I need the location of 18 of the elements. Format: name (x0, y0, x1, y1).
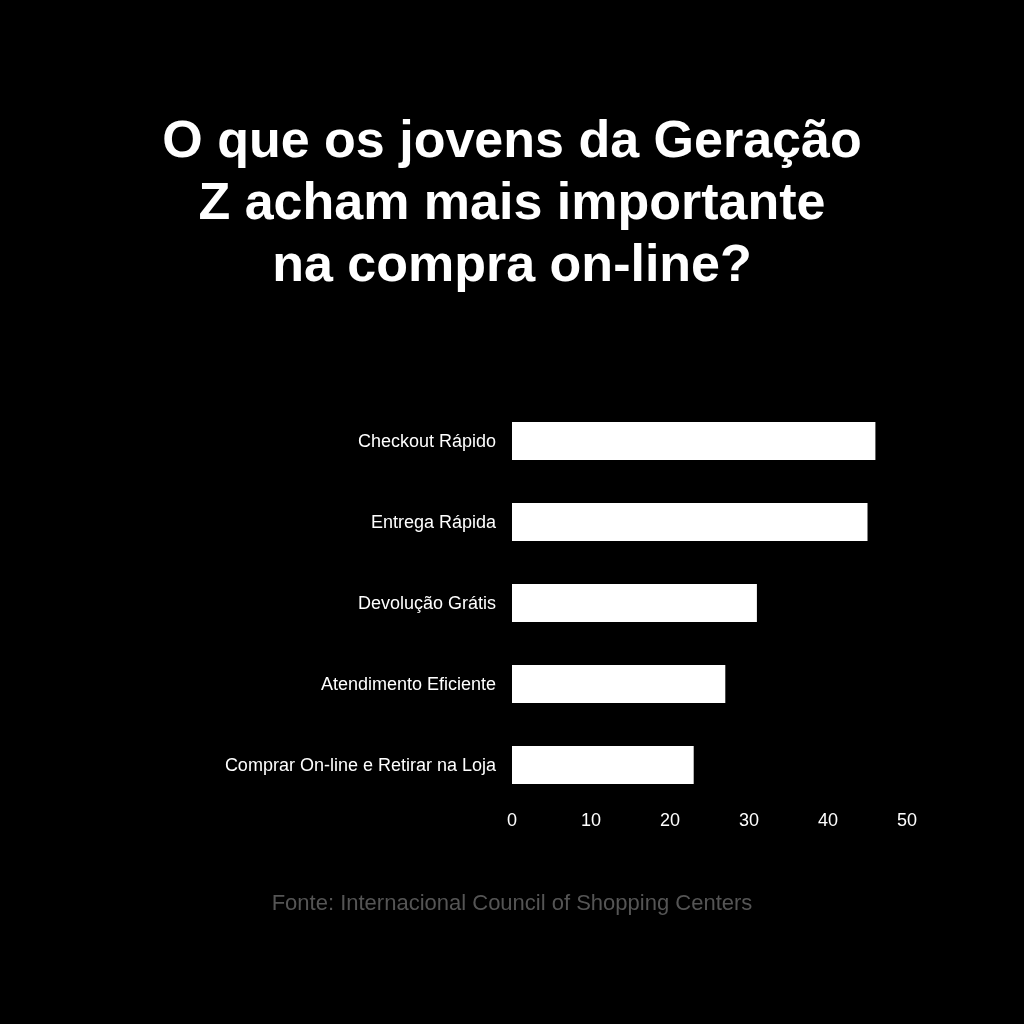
x-tick-label: 10 (580, 809, 602, 830)
bar (512, 665, 726, 703)
x-tick-label: 40 (817, 809, 839, 830)
chart-title: O que os jovens da Geração Z acham mais importante na compra on-line? (162, 109, 862, 294)
bar (512, 584, 757, 622)
y-tick-label: Comprar On-line e Retirar na Loja (224, 754, 497, 775)
x-tick-label: 0 (506, 809, 518, 830)
x-tick-label: 20 (659, 809, 681, 830)
source-note: Fonte: Internacional Council of Shopping Centers (270, 890, 754, 916)
y-tick-label: Checkout Rápido (357, 430, 496, 451)
y-tick-label: Atendimento Eficiente (320, 673, 496, 694)
x-tick-label: 50 (896, 809, 918, 830)
x-tick-label: 30 (738, 809, 760, 830)
y-tick-label: Entrega Rápida (370, 511, 497, 532)
bar (512, 503, 868, 541)
y-tick-label: Devolução Grátis (357, 592, 496, 613)
bar (512, 422, 876, 460)
bar (512, 746, 694, 784)
